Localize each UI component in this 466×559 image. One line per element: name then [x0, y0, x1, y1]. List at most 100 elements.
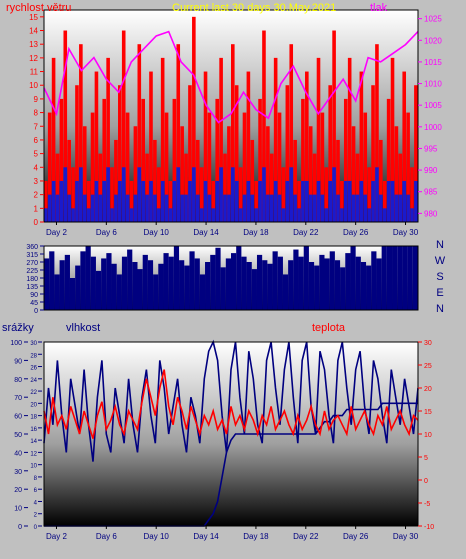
precip-tick-label: 20: [30, 402, 37, 408]
wind-gust-bar: [336, 139, 340, 222]
wind-average-bar: [242, 194, 247, 222]
wind-average-bar: [371, 180, 375, 222]
wind-gust-bar: [137, 44, 142, 223]
wind-average-bar: [258, 180, 262, 222]
direction-bar: [220, 267, 226, 310]
wind-average-bar: [375, 167, 379, 222]
wind-average-bar: [63, 167, 68, 222]
wind-gust-bar: [195, 139, 200, 222]
precip-tick-label: 8: [34, 476, 38, 482]
wind-gust-bar: [94, 71, 99, 222]
wind-gust-bar: [129, 180, 134, 222]
direction-bar: [308, 262, 315, 310]
wind-gust-bar: [180, 126, 184, 222]
wind-average-bar: [379, 194, 383, 222]
temperature-axis: -10 -5 0 5 10 15 20 25 30: [418, 340, 434, 531]
wind-gust-bar: [355, 153, 360, 222]
wind-average-bar: [153, 194, 157, 222]
wind-average-bar: [351, 194, 356, 222]
temperature-tick-label: 30: [424, 340, 432, 347]
wind-gust-bar: [82, 126, 87, 222]
direction-bar: [397, 246, 403, 310]
direction-bar: [392, 246, 398, 310]
wind-average-bar: [51, 180, 56, 222]
pressure-line: [43, 30, 419, 124]
direction-bar: [215, 247, 221, 310]
wind-average-bar: [285, 180, 290, 222]
wind-average-bar: [156, 208, 161, 222]
wind-tick-label: 8: [34, 109, 39, 118]
direction-bar: [340, 267, 346, 310]
wind-average-bar: [172, 180, 177, 222]
precip-tick-label: 14: [30, 439, 37, 445]
wind-average-bar: [410, 208, 414, 222]
compass-letter: N: [436, 303, 444, 315]
wind-average-bar: [343, 180, 348, 222]
wind-gust-bar: [308, 126, 313, 222]
humidity-tick-label: 80: [14, 377, 22, 384]
wind-tick-label: 3: [34, 177, 39, 186]
wind-gust-bar: [269, 153, 274, 222]
wind-gust-bar: [297, 180, 301, 222]
day-tick-label: Day 6: [96, 228, 117, 237]
direction-bar: [121, 256, 128, 310]
wind-average-bar: [328, 180, 332, 222]
wind-gust-bar: [118, 85, 122, 223]
direction-bar: [147, 260, 154, 310]
day-tick-label: Day 26: [343, 532, 369, 541]
wind-average-bar: [114, 194, 118, 222]
precip-tick-label: 28: [30, 353, 37, 359]
wind-average-bar: [168, 208, 173, 222]
direction-bar: [142, 254, 148, 310]
wind-gust-bar: [63, 30, 68, 222]
wind-gust-bar: [382, 180, 387, 222]
wind-gust-bar: [363, 112, 368, 222]
wind-average-bar: [223, 194, 227, 222]
humidity-tick-label: 20: [14, 487, 22, 494]
wind-average-bar: [398, 194, 403, 222]
direction-bar: [267, 263, 273, 310]
direction-bar: [69, 278, 76, 310]
direction-bar: [236, 246, 242, 310]
wind-average-bar: [238, 208, 243, 222]
wind-average-bar: [129, 208, 134, 222]
day-tick-label: Day 18: [243, 532, 269, 541]
wind-average-bar: [75, 180, 79, 222]
wind-average-bar: [269, 194, 274, 222]
pressure-tick-label: 990: [424, 166, 438, 175]
direction-bar: [381, 246, 387, 310]
wind-gust-bar: [258, 98, 262, 222]
wind-gust-bar: [340, 180, 344, 222]
wind-average-bar: [234, 180, 239, 222]
compass-letter: S: [436, 271, 443, 283]
wind-average-bar: [359, 180, 364, 222]
wind-gust-bar: [328, 85, 332, 223]
pressure-axis-label: tlak: [370, 2, 388, 14]
direction-tick-label: 315: [26, 252, 38, 259]
wind-average-bar: [386, 180, 391, 222]
pressure-tick-label: 985: [424, 188, 438, 197]
wind-gust-bar: [254, 180, 258, 222]
wind-average-bar: [250, 194, 255, 222]
wind-tick-label: 12: [29, 54, 38, 63]
precip-tick-label: 26: [30, 366, 37, 372]
wind-gust-bar: [281, 167, 286, 222]
temperature-tick-label: -5: [424, 501, 430, 508]
wind-gust-bar: [332, 30, 336, 222]
wind-average-bar: [320, 194, 325, 222]
temperature-tick-label: 20: [424, 386, 432, 393]
wind-gust-bar: [211, 180, 216, 222]
wind-gust-bar: [215, 98, 220, 222]
direction-bar: [350, 246, 356, 310]
direction-bar: [345, 253, 351, 310]
wind-gust-bar: [414, 85, 418, 223]
wind-average-bar: [340, 208, 344, 222]
day-tick-label: Day 22: [293, 228, 319, 237]
direction-bar: [402, 246, 408, 310]
day-tick-label: Day 14: [193, 532, 219, 541]
direction-bar: [194, 258, 200, 310]
wind-tick-label: 4: [34, 163, 39, 172]
wind-average-bar: [367, 208, 371, 222]
